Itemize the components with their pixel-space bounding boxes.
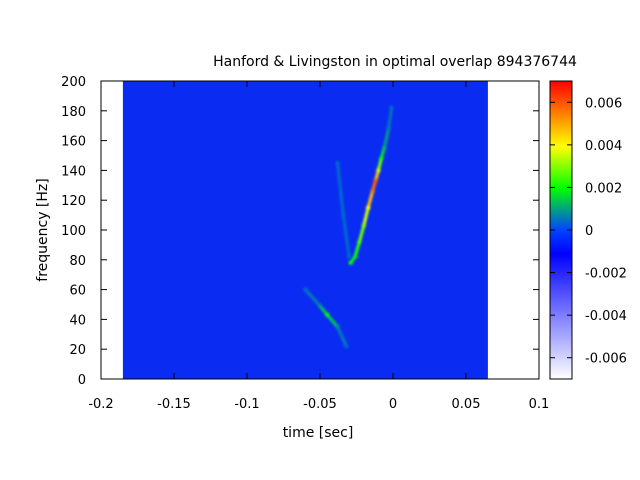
feature-point	[344, 344, 349, 349]
feature-point	[303, 287, 308, 292]
feature-segment	[387, 106, 394, 131]
feature-segment	[366, 189, 375, 210]
y-tick-label: 200	[61, 75, 86, 90]
feature-point	[335, 324, 340, 330]
colorbar-tick-label: -0.002	[585, 267, 627, 282]
feature-low-frequency-feature	[303, 287, 349, 349]
feature-chirp-track	[348, 105, 394, 265]
feature-point	[325, 312, 330, 318]
y-tick-label: 160	[61, 135, 86, 150]
colorbar-tick-label: 0	[585, 224, 593, 239]
colorbar-tick-label: 0.002	[585, 181, 622, 196]
feature-faint-line	[335, 160, 352, 260]
feature-segment	[341, 213, 351, 259]
feature-point	[376, 168, 381, 173]
feature-point	[361, 223, 366, 228]
colorbar-tick-label: -0.006	[585, 352, 627, 367]
x-tick-label: 0.1	[529, 397, 550, 412]
y-tick-label: 180	[61, 105, 86, 120]
plot-axes: -0.2 -0.15 -0.1 -0.05 0 0.05 0.1 0 20 40 60 80 100 12…	[61, 75, 549, 412]
x-axis-label: time [sec]	[283, 425, 354, 441]
feature-point	[386, 126, 391, 131]
feature-point	[317, 303, 323, 309]
feature-point	[365, 205, 371, 210]
x-tick-label: -0.2	[88, 397, 113, 412]
colorbar-tick-label: -0.004	[585, 309, 627, 324]
feature-segment	[382, 127, 391, 150]
colorbar: -0.006 -0.004 -0.002 0 0.002 0.004 0.006	[549, 80, 627, 380]
feature-point	[341, 212, 346, 218]
feature-point	[379, 156, 384, 161]
y-axis-label: frequency [Hz]	[35, 178, 51, 281]
y-tick-label: 60	[69, 284, 86, 299]
y-tick-label: 100	[61, 224, 86, 239]
y-tick-label: 80	[69, 254, 86, 269]
feature-point	[347, 254, 352, 260]
feature-point	[389, 105, 394, 111]
feature-segment	[325, 313, 340, 329]
feature-point	[352, 254, 358, 260]
heatmap-background	[122, 81, 488, 379]
y-tick-label: 40	[69, 313, 86, 328]
x-tick-label: -0.15	[157, 397, 191, 412]
feature-point	[382, 145, 387, 151]
x-tick-label: 0.05	[452, 397, 481, 412]
y-tick-label: 140	[61, 164, 86, 179]
feature-segment	[303, 288, 322, 308]
feature-segment	[353, 240, 362, 259]
colorbar-tick-label: 0.004	[585, 139, 622, 154]
feature-segment	[335, 161, 345, 217]
x-tick-label: -0.1	[234, 397, 259, 412]
feature-segment	[335, 325, 348, 348]
y-tick-label: 120	[61, 194, 86, 209]
plot-area	[101, 81, 539, 379]
feature-point	[357, 239, 362, 245]
y-tick-label: 20	[69, 343, 86, 358]
x-tick-label: -0.05	[303, 397, 337, 412]
chart-title: Hanford & Livingston in optimal overlap …	[213, 54, 577, 70]
feature-point	[370, 189, 375, 194]
feature-point	[335, 160, 340, 166]
x-tick-label: 0	[389, 397, 397, 412]
feature-segment	[362, 206, 370, 228]
feature-point	[348, 260, 353, 265]
colorbar-tick-label: 0.006	[585, 96, 622, 111]
feature-segment	[357, 223, 366, 244]
feature-point	[373, 178, 378, 184]
y-tick-label: 0	[78, 373, 86, 388]
